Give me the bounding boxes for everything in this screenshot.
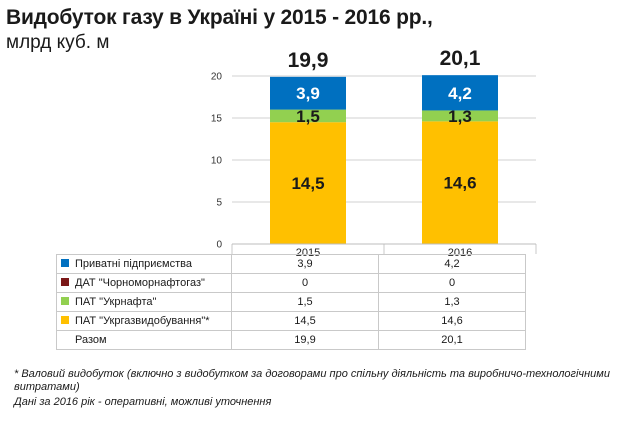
legend-swatch [61, 297, 69, 306]
row-label-cell: ПАТ "Укрнафта" [56, 292, 232, 312]
bar-total-label: 20,1 [440, 47, 481, 70]
chart-subtitle: млрд куб. м [6, 32, 110, 53]
data-table: Приватні підприємства 3,9 4,2 ДАТ "Чорномор… [56, 254, 526, 350]
bar-value-label: 14,6 [443, 174, 476, 193]
table-row: ПАТ "Укргазвидобування"* 14,5 14,6 [56, 311, 526, 331]
value-cell-2016: 20,1 [378, 330, 526, 350]
table-row: Разом 19,9 20,1 [56, 330, 526, 350]
table-row: ПАТ "Укрнафта" 1,5 1,3 [56, 292, 526, 312]
bar-segment [270, 76, 346, 110]
bar-segment [422, 121, 498, 244]
row-label-cell: ДАТ "Чорноморнафтогаз" [56, 273, 232, 293]
stacked-bar-chart: 0510152014,51,53,919,9201514,61,34,220,1… [211, 47, 537, 259]
y-tick-label: 5 [216, 198, 222, 209]
bar-value-label: 1,5 [296, 107, 320, 126]
value-cell-2015: 19,9 [231, 330, 379, 350]
bar-segment [422, 75, 498, 111]
bar-value-label: 1,3 [448, 107, 472, 126]
value-cell-2015: 3,9 [231, 254, 379, 274]
value-cell-2016: 1,3 [378, 292, 526, 312]
row-label-cell: Разом [56, 330, 232, 350]
y-tick-label: 10 [211, 156, 223, 167]
row-label: ДАТ "Чорноморнафтогаз" [75, 277, 205, 289]
footnote-gross-production: * Валовий видобуток (включно з видобутко… [14, 368, 610, 393]
legend-swatch [61, 316, 69, 325]
row-label: ПАТ "Укргазвидобування"* [75, 315, 210, 327]
row-label-cell: Приватні підприємства [56, 254, 232, 274]
bar-value-label: 14,5 [291, 174, 324, 193]
bar-segment [270, 122, 346, 244]
y-tick-label: 20 [211, 72, 223, 83]
bar-value-label: 3,9 [296, 84, 320, 103]
row-label: Разом [75, 334, 107, 346]
y-tick-label: 15 [211, 114, 223, 125]
table-row: ДАТ "Чорноморнафтогаз" 0 0 [56, 273, 526, 293]
bar-value-label: 4,2 [448, 84, 472, 103]
legend-swatch [61, 278, 69, 287]
bar-segment [422, 110, 498, 122]
row-label: Приватні підприємства [75, 258, 192, 270]
value-cell-2015: 1,5 [231, 292, 379, 312]
table-row: Приватні підприємства 3,9 4,2 [56, 254, 526, 274]
row-label-cell: ПАТ "Укргазвидобування"* [56, 311, 232, 331]
legend-swatch [61, 259, 69, 268]
value-cell-2016: 0 [378, 273, 526, 293]
value-cell-2015: 0 [231, 273, 379, 293]
footnote-preliminary-data: Дані за 2016 рік - оперативні, можливі у… [14, 396, 272, 408]
bar-total-label: 19,9 [288, 49, 329, 72]
chart-title: Видобуток газу в Україні у 2015 - 2016 р… [6, 6, 433, 29]
y-tick-label: 0 [216, 240, 222, 251]
bar-segment [270, 109, 346, 123]
value-cell-2015: 14,5 [231, 311, 379, 331]
row-label: ПАТ "Укрнафта" [75, 296, 157, 308]
value-cell-2016: 14,6 [378, 311, 526, 331]
value-cell-2016: 4,2 [378, 254, 526, 274]
